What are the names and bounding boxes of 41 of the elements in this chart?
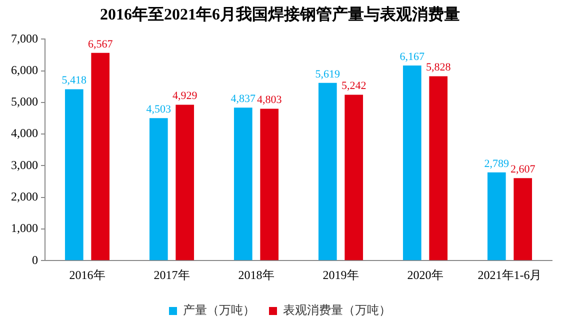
bar [514,178,532,260]
y-tick-label: 7,000 [11,31,38,46]
data-label: 5,418 [62,74,88,87]
data-label: 4,503 [146,104,172,116]
data-label: 5,828 [426,62,452,74]
bar [91,52,110,260]
bar [64,89,84,260]
x-tick-label: 2021年1-6月 [478,268,542,282]
x-tick-label: 2020年 [407,268,444,282]
legend-label: 产量（万吨） [183,303,255,318]
data-label: 4,929 [172,90,198,102]
bar [260,108,279,260]
x-tick-label: 2018年 [238,268,274,282]
x-tick-label: 2019年 [322,268,359,282]
bar [429,76,448,260]
bar [402,66,422,260]
chart-title: 2016年至2021年6月我国焊接钢管产量与表观消费量 [100,6,460,24]
y-tick-label: 4,000 [11,126,38,140]
y-tick-label: 5,000 [11,94,38,109]
bar [487,172,506,260]
legend-label: 表观消费量（万吨） [283,303,391,318]
y-tick-label: 0 [32,252,38,267]
y-tick-label: 3,000 [11,158,38,172]
bar [149,118,168,260]
data-label: 2,607 [510,164,536,176]
data-label: 6,567 [88,38,114,50]
y-tick-label: 1,000 [11,221,38,236]
x-tick-label: 2016年 [69,268,106,282]
y-tick-label: 2,000 [11,190,38,204]
data-label: 4,837 [230,93,256,106]
data-label: 2,789 [484,158,510,170]
data-label: 5,619 [315,68,341,80]
x-tick-label: 2017年 [154,268,190,282]
data-label: 4,803 [256,94,282,106]
bar [318,82,337,260]
y-tick-label: 6,000 [11,62,38,77]
data-label: 5,242 [341,80,366,92]
bar [234,108,252,260]
bar [176,104,194,260]
data-label: 6,167 [400,50,426,63]
bar [344,94,364,260]
